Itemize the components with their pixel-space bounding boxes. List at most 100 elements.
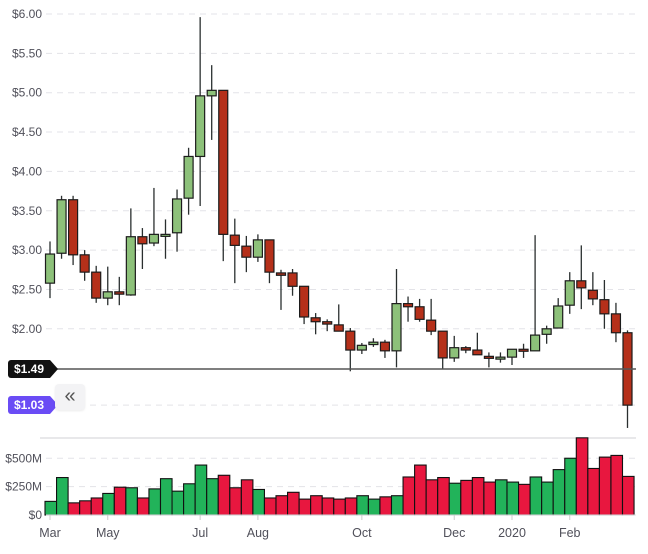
candle <box>345 328 356 372</box>
volume-bar <box>333 498 346 516</box>
candle <box>218 89 229 262</box>
candle <box>449 335 460 362</box>
time-tick-label: Jul <box>192 526 208 540</box>
volume-bar <box>44 500 58 516</box>
candle <box>553 298 564 329</box>
candle <box>299 285 310 325</box>
volume-bar <box>310 495 323 516</box>
volume-bar <box>621 475 635 516</box>
candle <box>206 65 217 140</box>
candle <box>195 17 206 207</box>
volume-bar <box>55 476 69 516</box>
volume-bar <box>390 495 404 516</box>
volume-bar <box>425 479 439 516</box>
candle <box>610 302 622 343</box>
collapse-panel-button[interactable]: « <box>55 384 85 410</box>
candle <box>148 187 160 247</box>
volume-bar <box>286 491 300 516</box>
candle <box>114 276 125 306</box>
candle <box>229 218 240 284</box>
volume-bar <box>321 497 335 516</box>
price-tick-label: $5.00 <box>12 86 42 100</box>
candle <box>171 189 183 252</box>
volume-bar <box>159 478 173 516</box>
candle <box>622 330 633 428</box>
price-tick-label: $4.50 <box>12 125 42 139</box>
price-axis: $2.00 $2.50 $3.00 $3.50 $4.00 $4.50 $5.00 $5.50… <box>12 7 42 336</box>
volume-bar <box>564 457 577 516</box>
candle <box>379 339 391 358</box>
candle <box>264 239 275 284</box>
price-tick-label: $4.00 <box>12 164 42 178</box>
candle <box>287 268 298 296</box>
volume-bars <box>44 437 636 516</box>
volume-bar <box>414 464 427 516</box>
volume-bar <box>367 498 381 516</box>
volume-bar <box>136 497 150 516</box>
candle <box>368 338 379 347</box>
volume-bar <box>125 487 138 516</box>
candle <box>91 265 102 303</box>
candle <box>518 343 529 358</box>
candle <box>137 228 148 269</box>
volume-bar <box>506 481 520 516</box>
volume-bar <box>575 437 589 516</box>
volume-bar <box>67 502 81 516</box>
time-tick-label: Mar <box>39 526 61 540</box>
last-price-tag: $1.49 <box>8 360 59 378</box>
volume-bar <box>298 498 312 516</box>
volume-bar <box>402 476 416 516</box>
volume-bar <box>113 486 127 516</box>
current-price-tag: $1.03 <box>8 396 59 414</box>
volume-bar <box>252 488 265 516</box>
candle <box>356 342 367 354</box>
time-axis: Mar May Jul Aug Oct Dec 2020 Feb <box>39 515 581 540</box>
candle <box>322 319 333 332</box>
candle <box>102 266 113 306</box>
candle <box>56 195 67 259</box>
candle <box>426 298 437 336</box>
candle <box>576 245 587 310</box>
volume-gridlines: $0 $250M $500M <box>5 451 636 522</box>
price-tick-label: $6.00 <box>12 7 42 21</box>
volume-bar <box>275 495 289 516</box>
volume-bar <box>587 467 600 516</box>
volume-bar <box>552 469 566 516</box>
volume-bar <box>148 488 162 516</box>
candle <box>44 241 56 299</box>
volume-bar <box>206 478 219 516</box>
candle <box>391 268 402 368</box>
candle <box>275 269 287 310</box>
time-tick-label: 2020 <box>498 526 526 540</box>
volume-bar <box>79 500 92 516</box>
candle <box>183 147 194 215</box>
volume-bar <box>529 476 543 516</box>
candle <box>252 234 263 262</box>
candle <box>414 298 425 322</box>
candle <box>472 332 483 356</box>
time-tick-label: Feb <box>559 526 581 540</box>
candle <box>541 325 552 344</box>
volume-bar <box>356 495 369 516</box>
candle <box>460 346 471 354</box>
price-tick-label: $5.50 <box>12 46 42 60</box>
volume-bar <box>379 496 393 516</box>
candle <box>483 352 494 368</box>
time-tick-label: Oct <box>352 526 372 540</box>
volume-bar <box>90 497 104 516</box>
volume-bar <box>102 492 115 516</box>
candle <box>333 304 344 332</box>
volume-bar <box>541 481 554 516</box>
volume-bar <box>437 476 450 516</box>
price-gridlines <box>46 13 636 406</box>
time-tick-label: Dec <box>443 526 465 540</box>
candles <box>44 17 633 428</box>
candle <box>495 352 506 363</box>
volume-bar <box>194 464 208 516</box>
candle <box>599 280 610 329</box>
volume-bar <box>183 483 196 516</box>
candle <box>506 348 518 366</box>
time-tick-label: May <box>96 526 120 540</box>
